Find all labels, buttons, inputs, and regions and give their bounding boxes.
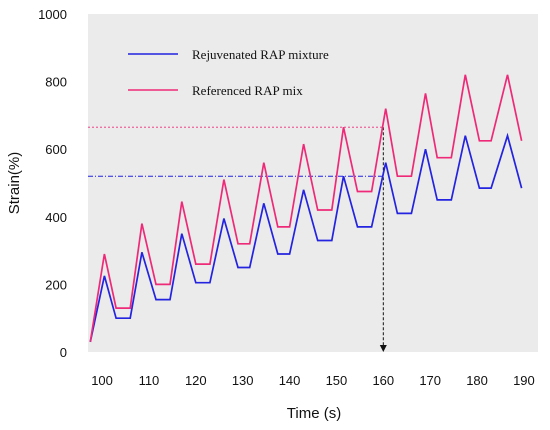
y-tick-label: 600: [45, 142, 67, 157]
plot-area: [88, 14, 538, 352]
x-tick-label: 120: [185, 373, 207, 388]
y-tick-labels: 0 200 400 600 800 1000: [38, 7, 67, 360]
x-tick-label: 110: [139, 373, 160, 388]
x-tick-label: 150: [326, 373, 348, 388]
x-tick-label: 140: [279, 373, 301, 388]
arrow-head-icon: [379, 345, 387, 352]
x-tick-label: 180: [466, 373, 488, 388]
x-tick-label: 170: [419, 373, 441, 388]
x-axis-title: Time (s): [287, 405, 341, 422]
x-tick-labels: 100 110 120 130 140 150 160 170 180 190: [91, 373, 535, 388]
y-tick-label: 1000: [38, 7, 67, 22]
x-tick-label: 100: [91, 373, 113, 388]
series-line-0: [89, 132, 523, 343]
y-tick-label: 800: [45, 75, 67, 90]
legend: Rejuvenated RAP mixture Referenced RAP m…: [128, 47, 329, 98]
y-tick-label: 0: [60, 345, 67, 360]
reference-lines: [88, 126, 387, 352]
y-axis-title: Strain(%): [6, 152, 23, 215]
legend-label-referenced: Referenced RAP mix: [192, 83, 303, 98]
x-tick-label: 190: [513, 373, 535, 388]
legend-label-rejuvenated: Rejuvenated RAP mixture: [192, 47, 329, 62]
y-tick-label: 400: [45, 210, 67, 225]
y-tick-label: 200: [45, 277, 67, 292]
x-tick-label: 160: [372, 373, 394, 388]
series-line-1: [89, 74, 523, 343]
x-tick-label: 130: [232, 373, 254, 388]
series-lines: [89, 74, 523, 343]
